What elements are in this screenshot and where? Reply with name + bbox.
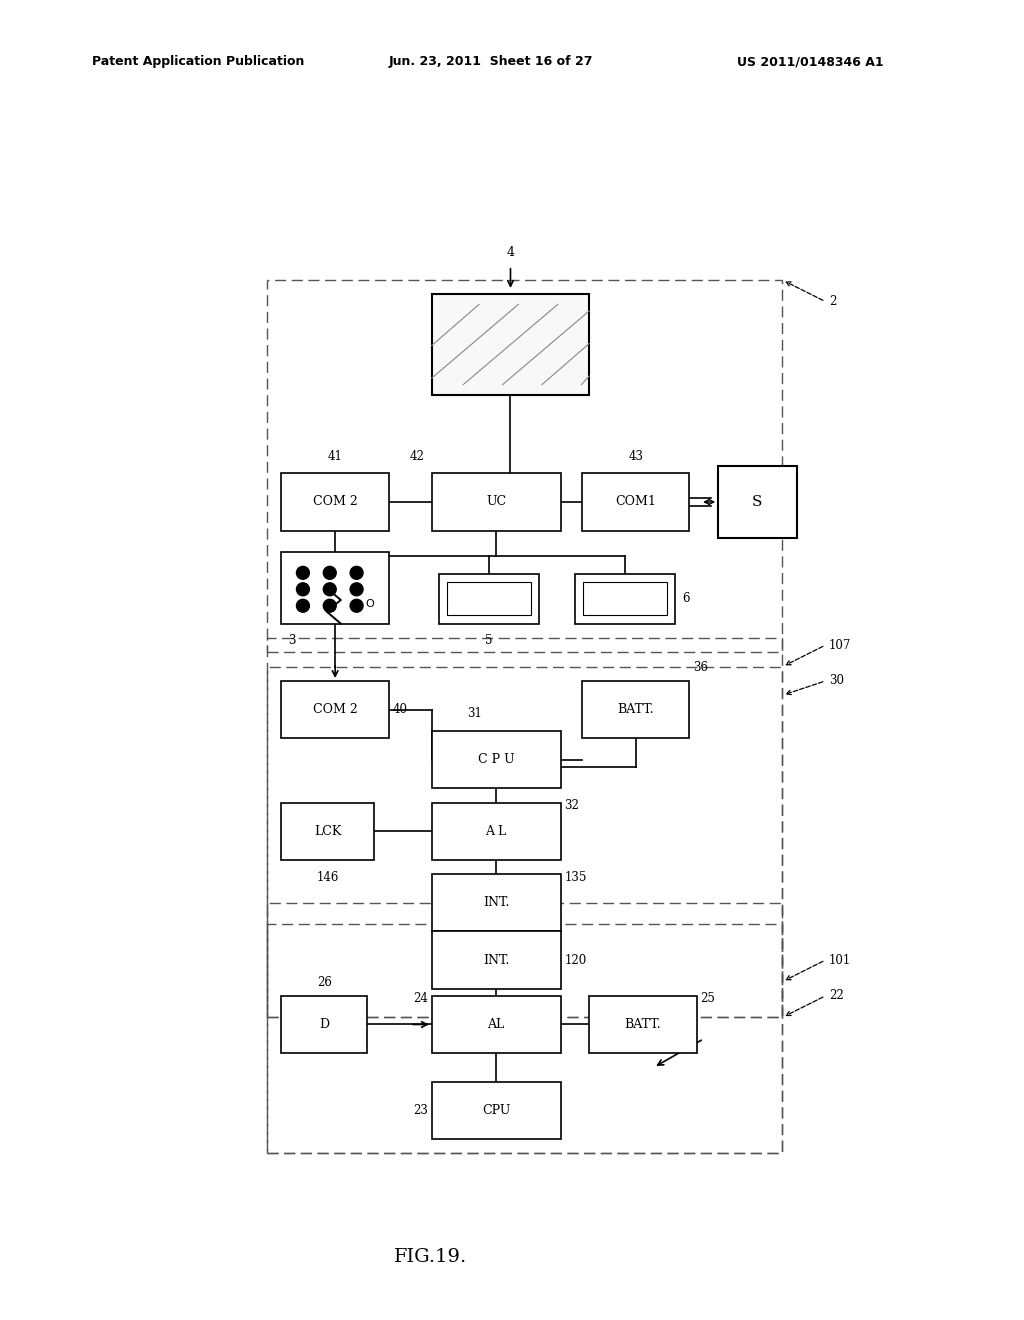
- Bar: [282, 552, 389, 623]
- Bar: [432, 731, 560, 788]
- Text: UC: UC: [486, 495, 506, 508]
- Text: 6: 6: [682, 593, 690, 605]
- Text: 22: 22: [829, 990, 844, 1002]
- Text: 42: 42: [410, 450, 425, 462]
- Bar: [267, 638, 782, 1018]
- Text: COM 2: COM 2: [312, 495, 357, 508]
- Circle shape: [324, 583, 336, 595]
- Bar: [582, 474, 689, 531]
- Text: O: O: [366, 598, 374, 609]
- Bar: [589, 995, 696, 1053]
- Bar: [267, 903, 782, 1154]
- Bar: [267, 924, 782, 1154]
- Text: C P U: C P U: [478, 754, 514, 766]
- Bar: [267, 667, 782, 1018]
- Text: S: S: [753, 495, 763, 510]
- Text: CPU: CPU: [482, 1104, 510, 1117]
- Text: 120: 120: [564, 953, 587, 966]
- Bar: [432, 995, 560, 1053]
- Text: COM1: COM1: [615, 495, 656, 508]
- Text: 30: 30: [829, 675, 844, 688]
- Bar: [432, 294, 589, 395]
- Bar: [432, 803, 560, 859]
- Bar: [584, 582, 667, 615]
- Text: 4: 4: [507, 246, 514, 259]
- Text: 5: 5: [485, 635, 493, 647]
- Circle shape: [297, 566, 309, 579]
- Bar: [439, 574, 539, 623]
- Bar: [432, 474, 560, 531]
- Text: 43: 43: [629, 450, 643, 462]
- Text: BATT.: BATT.: [617, 704, 654, 715]
- Text: COM 2: COM 2: [312, 704, 357, 715]
- Bar: [267, 280, 782, 652]
- Bar: [432, 874, 560, 932]
- Text: D: D: [319, 1018, 330, 1031]
- Circle shape: [350, 566, 364, 579]
- Text: 31: 31: [467, 708, 482, 721]
- Circle shape: [350, 599, 364, 612]
- Bar: [282, 681, 389, 738]
- Text: 26: 26: [317, 975, 332, 989]
- Text: AL: AL: [487, 1018, 505, 1031]
- Text: INT.: INT.: [483, 896, 509, 909]
- Bar: [282, 995, 368, 1053]
- Circle shape: [324, 599, 336, 612]
- Text: 2: 2: [829, 296, 837, 308]
- Bar: [282, 803, 375, 859]
- Text: Jun. 23, 2011  Sheet 16 of 27: Jun. 23, 2011 Sheet 16 of 27: [389, 55, 594, 69]
- Text: US 2011/0148346 A1: US 2011/0148346 A1: [737, 55, 884, 69]
- Text: 135: 135: [564, 871, 587, 883]
- Text: 25: 25: [700, 993, 715, 1006]
- Text: 101: 101: [829, 953, 851, 966]
- Text: 32: 32: [564, 799, 579, 812]
- Text: 24: 24: [414, 993, 428, 1006]
- Bar: [574, 574, 675, 623]
- Text: INT.: INT.: [483, 953, 509, 966]
- Text: 36: 36: [693, 661, 708, 673]
- Text: 40: 40: [392, 704, 408, 715]
- Text: A L: A L: [485, 825, 507, 838]
- Bar: [432, 932, 560, 989]
- Circle shape: [350, 583, 364, 595]
- Bar: [718, 466, 797, 537]
- Text: 23: 23: [414, 1104, 428, 1117]
- Text: LCK: LCK: [314, 825, 342, 838]
- Circle shape: [324, 566, 336, 579]
- Text: BATT.: BATT.: [625, 1018, 662, 1031]
- Bar: [447, 582, 530, 615]
- Text: 146: 146: [316, 871, 339, 883]
- Bar: [582, 681, 689, 738]
- Circle shape: [297, 599, 309, 612]
- Bar: [432, 1082, 560, 1139]
- Text: 41: 41: [328, 450, 343, 462]
- Text: FIG.19.: FIG.19.: [393, 1247, 467, 1266]
- Circle shape: [297, 583, 309, 595]
- Text: 107: 107: [829, 639, 851, 652]
- Bar: [282, 474, 389, 531]
- Text: Patent Application Publication: Patent Application Publication: [92, 55, 304, 69]
- Text: 3: 3: [289, 635, 296, 647]
